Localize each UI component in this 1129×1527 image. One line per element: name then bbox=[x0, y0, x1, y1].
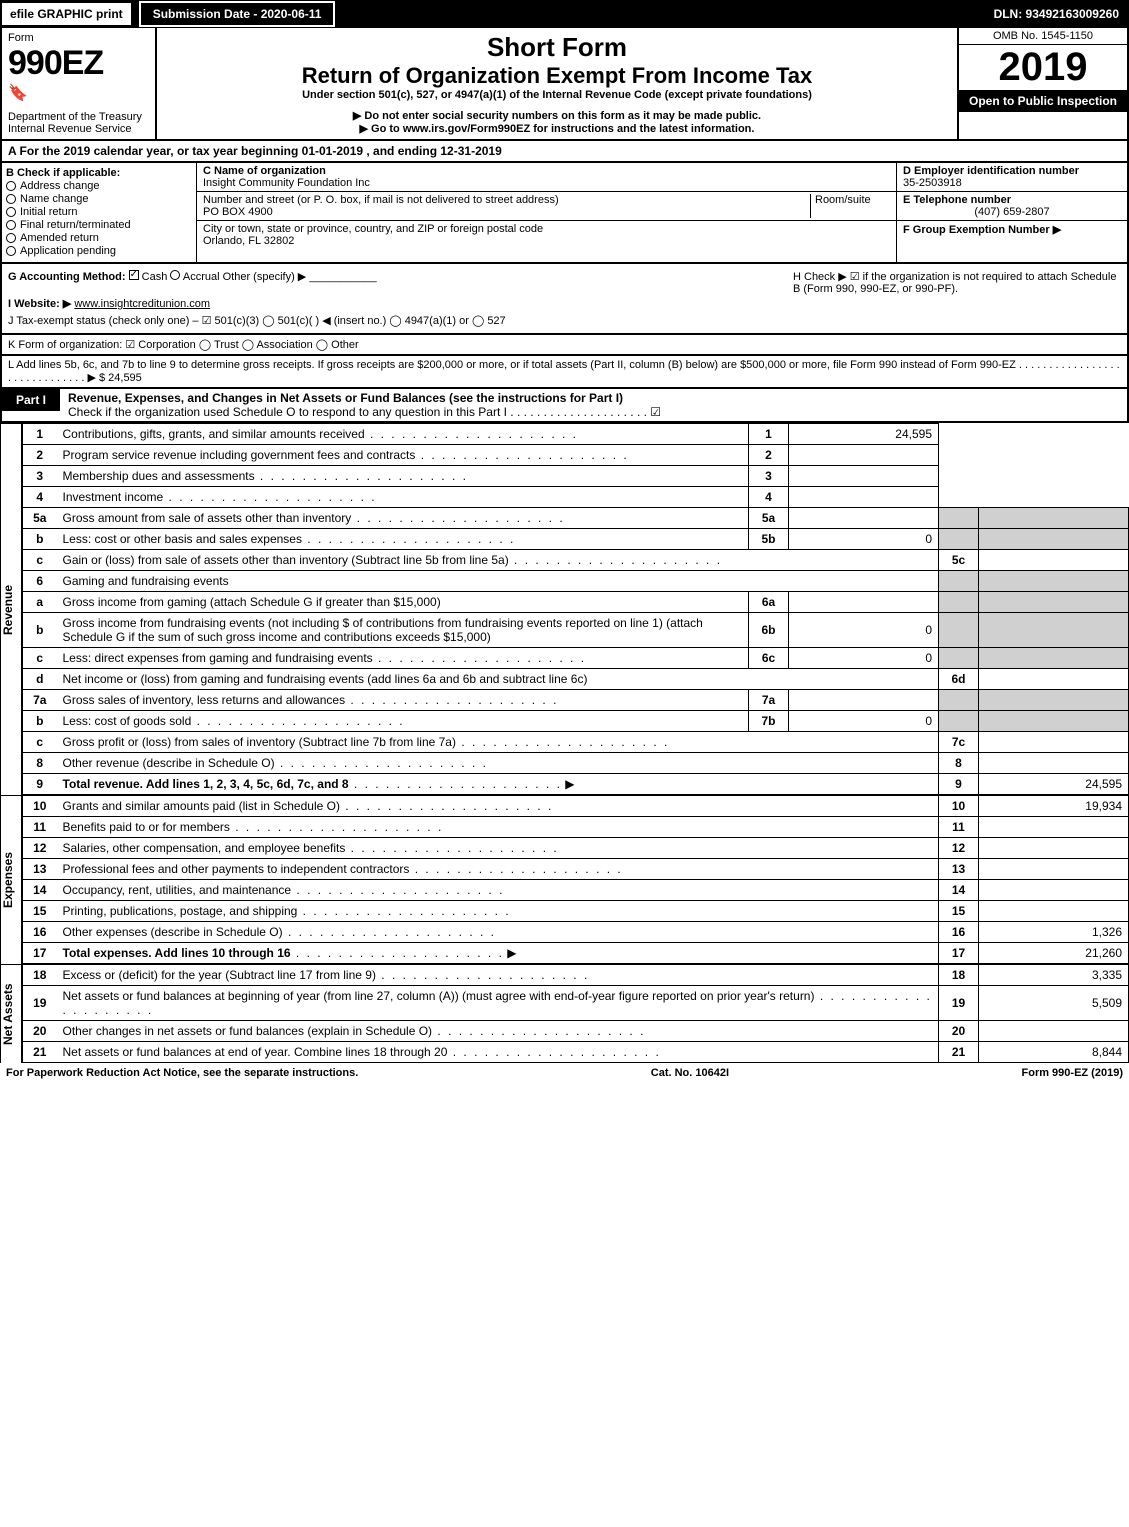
return-title: Return of Organization Exempt From Incom… bbox=[165, 63, 949, 89]
expenses-vert-label: Expenses bbox=[0, 795, 22, 964]
group-exemption: F Group Exemption Number ▶ bbox=[903, 223, 1121, 236]
line-k: K Form of organization: ☑ Corporation ◯ … bbox=[0, 335, 1129, 356]
lc-1: 1 bbox=[749, 424, 789, 445]
chk-accrual[interactable] bbox=[170, 270, 180, 280]
addr: PO BOX 4900 bbox=[203, 206, 273, 218]
part1-check: Check if the organization used Schedule … bbox=[68, 405, 661, 419]
dept-treasury: Department of the Treasury bbox=[8, 111, 149, 123]
room-suite-label: Room/suite bbox=[810, 194, 890, 218]
section-gh: G Accounting Method: Cash Accrual Other … bbox=[0, 264, 1129, 335]
amt-9: 24,595 bbox=[979, 774, 1129, 795]
line-a: A For the 2019 calendar year, or tax yea… bbox=[0, 141, 1129, 163]
phone: (407) 659-2807 bbox=[903, 206, 1121, 218]
amt-19: 5,509 bbox=[979, 986, 1129, 1021]
footer-catno: Cat. No. 10642I bbox=[651, 1067, 729, 1079]
top-bar: efile GRAPHIC print Submission Date - 20… bbox=[0, 0, 1129, 28]
website-label: I Website: ▶ bbox=[8, 298, 71, 310]
info-grid: B Check if applicable: Address change Na… bbox=[0, 163, 1129, 264]
section-h: H Check ▶ ☑ if the organization is not r… bbox=[787, 264, 1127, 333]
amt-21: 8,844 bbox=[979, 1042, 1129, 1063]
open-public: Open to Public Inspection bbox=[959, 90, 1127, 112]
page-footer: For Paperwork Reduction Act Notice, see … bbox=[0, 1063, 1129, 1083]
city-label: City or town, state or province, country… bbox=[203, 223, 543, 235]
amt-10: 19,934 bbox=[979, 796, 1129, 817]
section-def: D Employer identification number 35-2503… bbox=[897, 163, 1127, 262]
netassets-vert-label: Net Assets bbox=[0, 964, 22, 1063]
city: Orlando, FL 32802 bbox=[203, 235, 294, 247]
form-header: Form 990EZ 🔖 Department of the Treasury … bbox=[0, 28, 1129, 141]
ssn-warning: ▶ Do not enter social security numbers o… bbox=[165, 109, 949, 122]
ein-label: D Employer identification number bbox=[903, 165, 1121, 177]
website-link[interactable]: www.insightcreditunion.com bbox=[74, 298, 210, 310]
omb-number: OMB No. 1545-1150 bbox=[959, 28, 1127, 45]
addr-label: Number and street (or P. O. box, if mail… bbox=[203, 194, 559, 206]
line-l: L Add lines 5b, 6c, and 7b to line 9 to … bbox=[0, 356, 1129, 389]
chk-cash[interactable] bbox=[129, 270, 139, 280]
amt-1: 24,595 bbox=[789, 424, 939, 445]
amt-17: 21,260 bbox=[979, 943, 1129, 964]
revenue-section: Revenue 1Contributions, gifts, grants, a… bbox=[0, 423, 1129, 795]
accounting-label: G Accounting Method: bbox=[8, 271, 126, 283]
submission-date: Submission Date - 2020-06-11 bbox=[139, 1, 336, 27]
expenses-section: Expenses 10Grants and similar amounts pa… bbox=[0, 795, 1129, 964]
chk-address-change[interactable] bbox=[6, 181, 16, 191]
tax-exempt-status: J Tax-exempt status (check only one) – ☑… bbox=[8, 314, 781, 327]
section-c: C Name of organization Insight Community… bbox=[197, 163, 897, 262]
ein: 35-2503918 bbox=[903, 177, 1121, 189]
short-form-title: Short Form bbox=[165, 32, 949, 63]
efile-label[interactable]: efile GRAPHIC print bbox=[0, 1, 133, 27]
revenue-vert-label: Revenue bbox=[0, 423, 22, 795]
chk-final-return[interactable] bbox=[6, 220, 16, 230]
part1-title: Revenue, Expenses, and Changes in Net As… bbox=[68, 391, 623, 405]
part1-header-wrap: Part I Revenue, Expenses, and Changes in… bbox=[0, 389, 1129, 423]
part1-label: Part I bbox=[2, 389, 60, 411]
section-b-title: B Check if applicable: bbox=[6, 167, 192, 179]
chk-name-change[interactable] bbox=[6, 194, 16, 204]
dln: DLN: 93492163009260 bbox=[984, 3, 1129, 25]
irs: Internal Revenue Service bbox=[8, 123, 149, 135]
form-word: Form bbox=[8, 32, 149, 44]
chk-pending[interactable] bbox=[6, 246, 16, 256]
netassets-section: Net Assets 18Excess or (deficit) for the… bbox=[0, 964, 1129, 1063]
org-name: Insight Community Foundation Inc bbox=[203, 177, 890, 189]
section-b: B Check if applicable: Address change Na… bbox=[2, 163, 197, 262]
amt-18: 3,335 bbox=[979, 965, 1129, 986]
form-number: 990EZ bbox=[8, 44, 149, 83]
tax-year: 2019 bbox=[959, 45, 1127, 90]
under-section: Under section 501(c), 527, or 4947(a)(1)… bbox=[165, 89, 949, 101]
footer-left: For Paperwork Reduction Act Notice, see … bbox=[6, 1067, 358, 1079]
phone-label: E Telephone number bbox=[903, 194, 1121, 206]
chk-amended[interactable] bbox=[6, 233, 16, 243]
footer-formref: Form 990-EZ (2019) bbox=[1022, 1067, 1123, 1079]
amt-16: 1,326 bbox=[979, 922, 1129, 943]
org-name-label: C Name of organization bbox=[203, 165, 890, 177]
chk-initial-return[interactable] bbox=[6, 207, 16, 217]
goto-link[interactable]: ▶ Go to www.irs.gov/Form990EZ for instru… bbox=[165, 122, 949, 135]
